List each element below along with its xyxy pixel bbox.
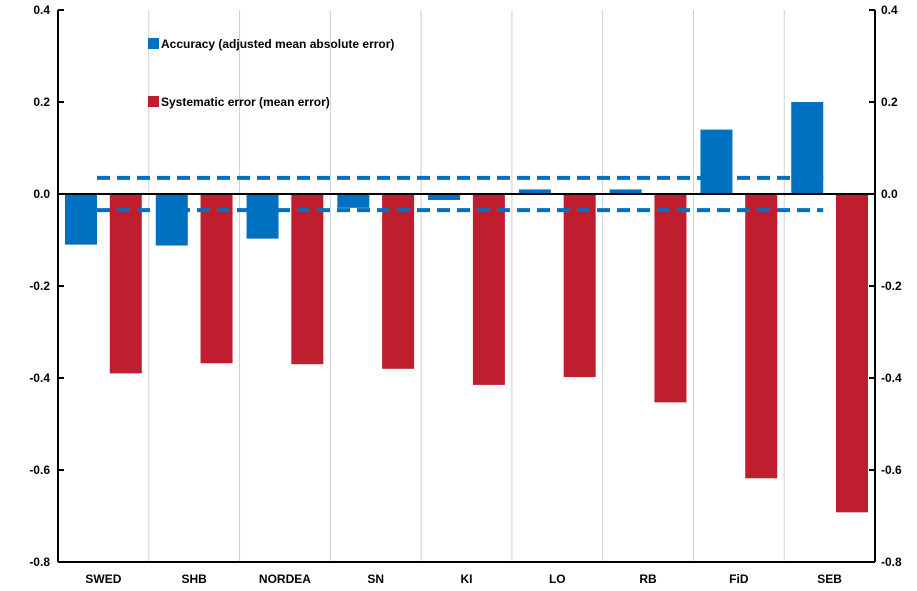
y-tick-label-left: -0.4	[29, 371, 50, 385]
y-tick-label-right: 0.0	[881, 187, 898, 201]
bar-systematic-ki	[472, 194, 505, 385]
bar-accuracy-lo	[518, 189, 551, 194]
x-tick-label-sn: SN	[367, 572, 384, 586]
bar-accuracy-nordea	[246, 194, 279, 239]
bar-systematic-seb	[836, 194, 868, 513]
bar-accuracy-fid	[700, 129, 733, 194]
bar-systematic-fid	[745, 194, 778, 479]
legend-label-systematic: Systematic error (mean error)	[161, 95, 330, 109]
x-tick-label-fid: FiD	[729, 572, 749, 586]
x-tick-labels: SWED SHB NORDEA SN KI LO RB FiD SEB	[85, 572, 842, 586]
y-tick-label-left: -0.8	[29, 555, 50, 569]
legend-swatch-accuracy	[148, 38, 159, 49]
x-tick-label-nordea: NORDEA	[259, 572, 311, 586]
reference-lines	[97, 175, 824, 213]
legend-swatch-systematic	[148, 96, 159, 107]
x-tick-label-swed: SWED	[85, 572, 121, 586]
bar-systematic-shb	[200, 194, 233, 364]
bars	[65, 102, 868, 513]
bar-systematic-swed	[109, 194, 142, 374]
axes	[57, 9, 876, 563]
y-tick-label-right: -0.6	[881, 463, 902, 477]
y-tick-label-left: -0.2	[29, 279, 50, 293]
x-tick-label-seb: SEB	[817, 572, 842, 586]
y-tick-label-right: -0.8	[881, 555, 902, 569]
bar-accuracy-swed	[65, 194, 97, 245]
y-tick-label-left: 0.4	[33, 3, 50, 17]
bar-accuracy-shb	[155, 194, 188, 246]
y-tick-label-right: 0.4	[881, 3, 898, 17]
y-tick-labels-left: 0.4 0.2 0.0 -0.2 -0.4 -0.6 -0.8	[29, 3, 50, 569]
y-tick-labels-right: 0.4 0.2 0.0 -0.2 -0.4 -0.6 -0.8	[881, 3, 902, 569]
y-tick-label-right: -0.2	[881, 279, 902, 293]
bar-systematic-rb	[654, 194, 687, 403]
y-tick-label-right: 0.2	[881, 95, 898, 109]
bar-accuracy-rb	[609, 189, 642, 194]
y-tick-label-left: 0.0	[33, 187, 50, 201]
y-tick-label-left: 0.2	[33, 95, 50, 109]
x-tick-label-shb: SHB	[181, 572, 207, 586]
y-tick-label-right: -0.4	[881, 371, 902, 385]
x-tick-label-ki: KI	[461, 572, 473, 586]
x-tick-label-rb: RB	[639, 572, 657, 586]
y-tick-label-left: -0.6	[29, 463, 50, 477]
bar-systematic-nordea	[291, 194, 324, 365]
legend-label-accuracy: Accuracy (adjusted mean absolute error)	[161, 37, 394, 51]
bar-accuracy-ki	[428, 194, 461, 200]
bar-systematic-lo	[563, 194, 596, 378]
legend: Accuracy (adjusted mean absolute error) …	[148, 37, 394, 109]
x-tick-label-lo: LO	[549, 572, 566, 586]
bar-accuracy-seb	[791, 102, 824, 194]
bar-accuracy-sn	[337, 194, 370, 208]
bar-systematic-sn	[382, 194, 415, 369]
